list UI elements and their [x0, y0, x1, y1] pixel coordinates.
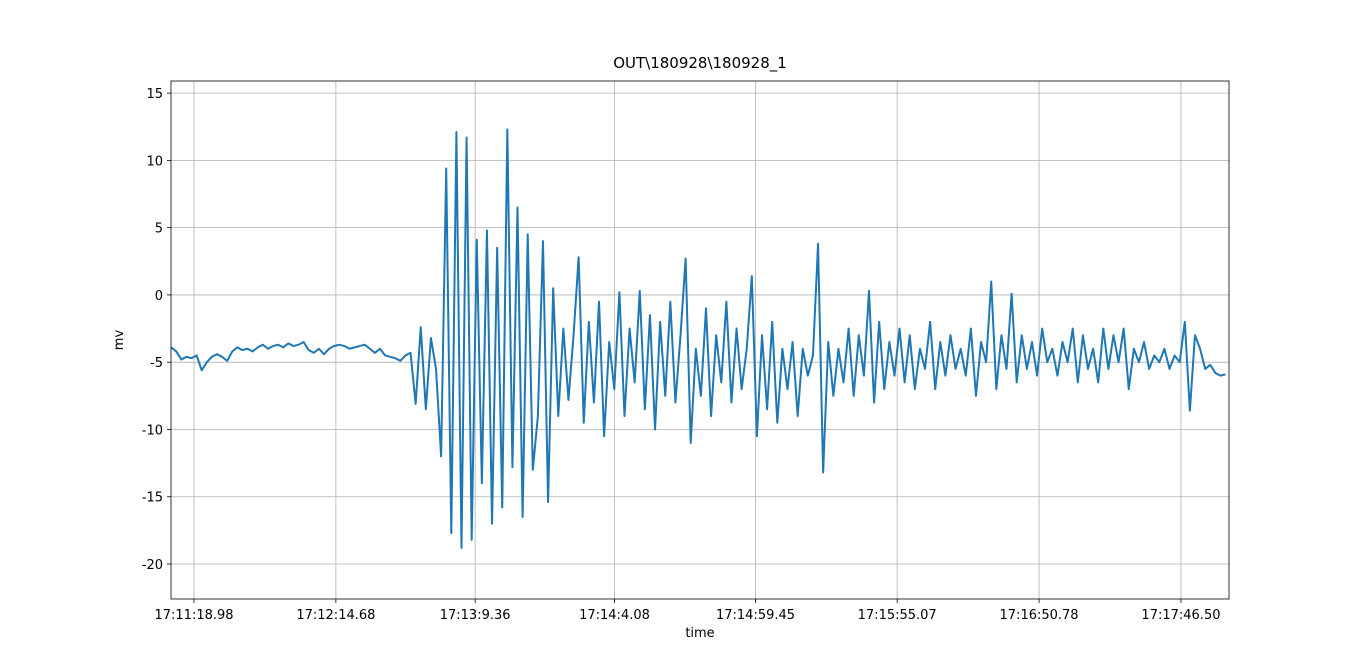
y-tick-label: -5: [150, 356, 163, 371]
x-tick-label: 17:17:46.50: [1141, 608, 1220, 623]
y-tick-label: 0: [155, 289, 163, 304]
y-axis-label: mv: [112, 330, 127, 351]
plot-frame: [170, 80, 1230, 600]
y-tick-label: -20: [142, 558, 163, 573]
x-axis-label: time: [685, 626, 714, 641]
x-tick-label: 17:16:50.78: [1000, 608, 1079, 623]
y-tick-label: -10: [142, 423, 163, 438]
y-tick-label: 10: [146, 154, 163, 169]
y-tick-label: -15: [142, 491, 163, 506]
chart-title: OUT\180928\180928_1: [613, 54, 787, 73]
x-tick-label: 17:14:4.08: [579, 608, 650, 623]
x-tick-label: 17:11:18.98: [154, 608, 233, 623]
data-line: [171, 128, 1226, 549]
x-tick-label: 17:15:55.07: [858, 608, 937, 623]
x-tick-label: 17:13:9.36: [440, 608, 511, 623]
y-tick-label: 15: [146, 87, 163, 102]
x-tick-label: 17:12:14.68: [296, 608, 375, 623]
y-tick-label: 5: [155, 222, 163, 237]
x-tick-label: 17:14:59.45: [716, 608, 795, 623]
